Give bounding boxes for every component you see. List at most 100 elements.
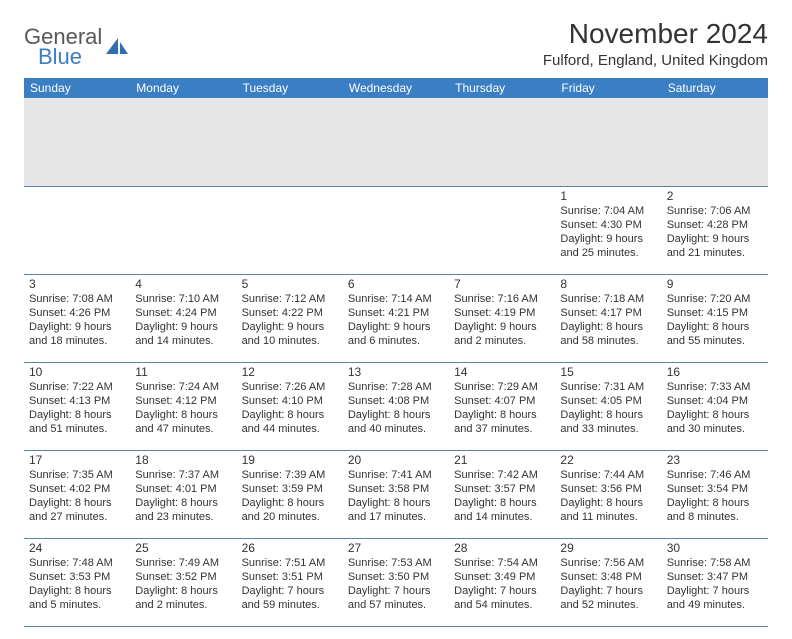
day-info: Sunrise: 7:41 AMSunset: 3:58 PMDaylight:… bbox=[348, 468, 444, 525]
day-number: 20 bbox=[348, 453, 444, 467]
day-number: 16 bbox=[667, 365, 763, 379]
day-number: 5 bbox=[242, 277, 338, 291]
day-number: 3 bbox=[29, 277, 125, 291]
day-number: 28 bbox=[454, 541, 550, 555]
calendar-page: General Blue November 2024 Fulford, Engl… bbox=[0, 0, 792, 639]
dayname-sunday: Sunday bbox=[24, 78, 130, 98]
calendar-day-cell: 5Sunrise: 7:12 AMSunset: 4:22 PMDaylight… bbox=[237, 274, 343, 362]
calendar-day-cell: 9Sunrise: 7:20 AMSunset: 4:15 PMDaylight… bbox=[662, 274, 768, 362]
calendar-day-cell: 22Sunrise: 7:44 AMSunset: 3:56 PMDayligh… bbox=[555, 450, 661, 538]
day-info: Sunrise: 7:12 AMSunset: 4:22 PMDaylight:… bbox=[242, 292, 338, 349]
calendar-day-cell: 4Sunrise: 7:10 AMSunset: 4:24 PMDaylight… bbox=[130, 274, 236, 362]
day-info: Sunrise: 7:58 AMSunset: 3:47 PMDaylight:… bbox=[667, 556, 763, 613]
day-number: 23 bbox=[667, 453, 763, 467]
header: General Blue November 2024 Fulford, Engl… bbox=[24, 18, 768, 70]
logo-text-block: General Blue bbox=[24, 24, 102, 70]
day-info: Sunrise: 7:49 AMSunset: 3:52 PMDaylight:… bbox=[135, 556, 231, 613]
dayname-saturday: Saturday bbox=[662, 78, 768, 98]
day-info: Sunrise: 7:28 AMSunset: 4:08 PMDaylight:… bbox=[348, 380, 444, 437]
calendar-day-cell: 27Sunrise: 7:53 AMSunset: 3:50 PMDayligh… bbox=[343, 538, 449, 626]
day-info: Sunrise: 7:31 AMSunset: 4:05 PMDaylight:… bbox=[560, 380, 656, 437]
day-info: Sunrise: 7:20 AMSunset: 4:15 PMDaylight:… bbox=[667, 292, 763, 349]
page-subtitle: Fulford, England, United Kingdom bbox=[543, 52, 768, 69]
calendar-day-cell: 19Sunrise: 7:39 AMSunset: 3:59 PMDayligh… bbox=[237, 450, 343, 538]
day-info: Sunrise: 7:56 AMSunset: 3:48 PMDaylight:… bbox=[560, 556, 656, 613]
dayname-monday: Monday bbox=[130, 78, 236, 98]
calendar-day-cell: 15Sunrise: 7:31 AMSunset: 4:05 PMDayligh… bbox=[555, 362, 661, 450]
logo: General Blue bbox=[24, 18, 130, 70]
calendar-day-cell: 20Sunrise: 7:41 AMSunset: 3:58 PMDayligh… bbox=[343, 450, 449, 538]
day-info: Sunrise: 7:44 AMSunset: 3:56 PMDaylight:… bbox=[560, 468, 656, 525]
day-number: 15 bbox=[560, 365, 656, 379]
day-number: 29 bbox=[560, 541, 656, 555]
calendar-day-cell: 11Sunrise: 7:24 AMSunset: 4:12 PMDayligh… bbox=[130, 362, 236, 450]
calendar-day-cell: 13Sunrise: 7:28 AMSunset: 4:08 PMDayligh… bbox=[343, 362, 449, 450]
calendar-week-row: 1Sunrise: 7:04 AMSunset: 4:30 PMDaylight… bbox=[24, 186, 768, 274]
day-info: Sunrise: 7:39 AMSunset: 3:59 PMDaylight:… bbox=[242, 468, 338, 525]
day-number: 22 bbox=[560, 453, 656, 467]
calendar-day-cell: 8Sunrise: 7:18 AMSunset: 4:17 PMDaylight… bbox=[555, 274, 661, 362]
day-info: Sunrise: 7:46 AMSunset: 3:54 PMDaylight:… bbox=[667, 468, 763, 525]
calendar-day-cell bbox=[130, 186, 236, 274]
calendar-day-cell: 28Sunrise: 7:54 AMSunset: 3:49 PMDayligh… bbox=[449, 538, 555, 626]
day-info: Sunrise: 7:54 AMSunset: 3:49 PMDaylight:… bbox=[454, 556, 550, 613]
calendar-day-cell bbox=[24, 186, 130, 274]
dayname-friday: Friday bbox=[555, 78, 661, 98]
calendar-day-cell: 17Sunrise: 7:35 AMSunset: 4:02 PMDayligh… bbox=[24, 450, 130, 538]
day-info: Sunrise: 7:10 AMSunset: 4:24 PMDaylight:… bbox=[135, 292, 231, 349]
day-number: 13 bbox=[348, 365, 444, 379]
day-info: Sunrise: 7:26 AMSunset: 4:10 PMDaylight:… bbox=[242, 380, 338, 437]
day-info: Sunrise: 7:53 AMSunset: 3:50 PMDaylight:… bbox=[348, 556, 444, 613]
dayname-wednesday: Wednesday bbox=[343, 78, 449, 98]
calendar-week-row: 3Sunrise: 7:08 AMSunset: 4:26 PMDaylight… bbox=[24, 274, 768, 362]
calendar-day-cell: 7Sunrise: 7:16 AMSunset: 4:19 PMDaylight… bbox=[449, 274, 555, 362]
day-info: Sunrise: 7:29 AMSunset: 4:07 PMDaylight:… bbox=[454, 380, 550, 437]
day-info: Sunrise: 7:22 AMSunset: 4:13 PMDaylight:… bbox=[29, 380, 125, 437]
day-number: 14 bbox=[454, 365, 550, 379]
day-number: 26 bbox=[242, 541, 338, 555]
day-info: Sunrise: 7:51 AMSunset: 3:51 PMDaylight:… bbox=[242, 556, 338, 613]
day-number: 17 bbox=[29, 453, 125, 467]
day-number: 21 bbox=[454, 453, 550, 467]
day-number: 25 bbox=[135, 541, 231, 555]
calendar-day-cell bbox=[237, 186, 343, 274]
calendar-day-cell: 24Sunrise: 7:48 AMSunset: 3:53 PMDayligh… bbox=[24, 538, 130, 626]
dayname-tuesday: Tuesday bbox=[237, 78, 343, 98]
day-number: 18 bbox=[135, 453, 231, 467]
day-number: 2 bbox=[667, 189, 763, 203]
calendar-week-row: 17Sunrise: 7:35 AMSunset: 4:02 PMDayligh… bbox=[24, 450, 768, 538]
day-info: Sunrise: 7:48 AMSunset: 3:53 PMDaylight:… bbox=[29, 556, 125, 613]
calendar-day-cell: 30Sunrise: 7:58 AMSunset: 3:47 PMDayligh… bbox=[662, 538, 768, 626]
calendar-day-cell: 26Sunrise: 7:51 AMSunset: 3:51 PMDayligh… bbox=[237, 538, 343, 626]
day-info: Sunrise: 7:42 AMSunset: 3:57 PMDaylight:… bbox=[454, 468, 550, 525]
day-info: Sunrise: 7:04 AMSunset: 4:30 PMDaylight:… bbox=[560, 204, 656, 261]
calendar-day-cell: 23Sunrise: 7:46 AMSunset: 3:54 PMDayligh… bbox=[662, 450, 768, 538]
calendar-day-cell: 14Sunrise: 7:29 AMSunset: 4:07 PMDayligh… bbox=[449, 362, 555, 450]
day-number: 6 bbox=[348, 277, 444, 291]
spacer-row bbox=[24, 98, 768, 186]
calendar-day-cell: 16Sunrise: 7:33 AMSunset: 4:04 PMDayligh… bbox=[662, 362, 768, 450]
dayname-row: Sunday Monday Tuesday Wednesday Thursday… bbox=[24, 78, 768, 98]
calendar-day-cell: 29Sunrise: 7:56 AMSunset: 3:48 PMDayligh… bbox=[555, 538, 661, 626]
page-title: November 2024 bbox=[543, 18, 768, 50]
day-number: 11 bbox=[135, 365, 231, 379]
calendar-day-cell: 21Sunrise: 7:42 AMSunset: 3:57 PMDayligh… bbox=[449, 450, 555, 538]
calendar-week-row: 24Sunrise: 7:48 AMSunset: 3:53 PMDayligh… bbox=[24, 538, 768, 626]
calendar-day-cell: 25Sunrise: 7:49 AMSunset: 3:52 PMDayligh… bbox=[130, 538, 236, 626]
calendar-day-cell: 18Sunrise: 7:37 AMSunset: 4:01 PMDayligh… bbox=[130, 450, 236, 538]
day-number: 30 bbox=[667, 541, 763, 555]
calendar-day-cell bbox=[343, 186, 449, 274]
day-info: Sunrise: 7:06 AMSunset: 4:28 PMDaylight:… bbox=[667, 204, 763, 261]
day-info: Sunrise: 7:16 AMSunset: 4:19 PMDaylight:… bbox=[454, 292, 550, 349]
logo-sail-icon bbox=[104, 36, 130, 58]
calendar-week-row: 10Sunrise: 7:22 AMSunset: 4:13 PMDayligh… bbox=[24, 362, 768, 450]
day-number: 24 bbox=[29, 541, 125, 555]
calendar-day-cell: 10Sunrise: 7:22 AMSunset: 4:13 PMDayligh… bbox=[24, 362, 130, 450]
day-info: Sunrise: 7:08 AMSunset: 4:26 PMDaylight:… bbox=[29, 292, 125, 349]
day-number: 19 bbox=[242, 453, 338, 467]
day-number: 7 bbox=[454, 277, 550, 291]
calendar-day-cell: 12Sunrise: 7:26 AMSunset: 4:10 PMDayligh… bbox=[237, 362, 343, 450]
day-info: Sunrise: 7:35 AMSunset: 4:02 PMDaylight:… bbox=[29, 468, 125, 525]
calendar-day-cell bbox=[449, 186, 555, 274]
day-info: Sunrise: 7:24 AMSunset: 4:12 PMDaylight:… bbox=[135, 380, 231, 437]
